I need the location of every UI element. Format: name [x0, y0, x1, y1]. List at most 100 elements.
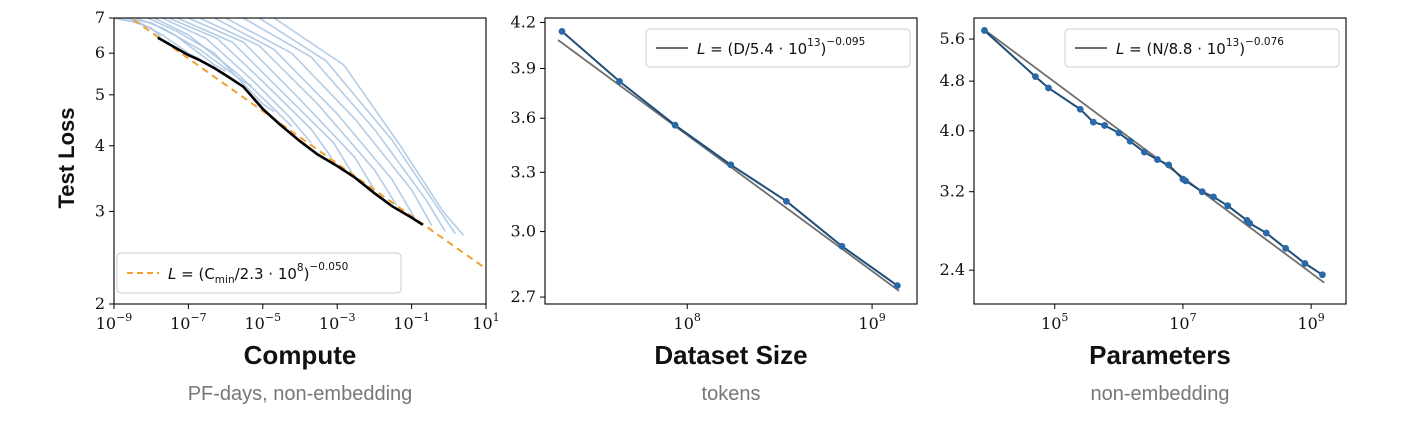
- axes-frame-parameters: [973, 17, 1347, 305]
- y-tick-label: 3.3: [511, 162, 536, 181]
- training-run-curve: [176, 18, 353, 174]
- x-tick-label: 107: [1169, 311, 1196, 333]
- x-tick-label: 109: [858, 311, 885, 333]
- plot-area-parameters: [981, 27, 1326, 284]
- x-axis-label-parameters: Parameters: [1089, 340, 1231, 370]
- x-tick-label: 10−9: [96, 311, 133, 333]
- panel-compute: 10−9 10−7 10−5 10−3 10−1 101 2 3 4 5 6 7 L = (Cmin/…: [54, 8, 500, 405]
- y-tick-label: 3.9: [511, 58, 536, 77]
- training-run-curve: [168, 18, 333, 158]
- measured-loss-line: [983, 29, 1323, 276]
- data-point: [1282, 244, 1290, 252]
- data-point: [1198, 188, 1206, 196]
- y-tick-label: 5: [95, 85, 105, 104]
- data-point: [1154, 156, 1161, 163]
- compute-series: [114, 18, 486, 270]
- training-run-curve: [188, 18, 376, 191]
- y-tick-label: 2.7: [511, 287, 536, 306]
- data-point: [1140, 148, 1148, 156]
- legend-box: [116, 252, 402, 294]
- data-point: [838, 242, 846, 250]
- training-run-curve: [242, 18, 446, 232]
- x-tick-label: 10−7: [170, 311, 207, 333]
- ticks-compute: 10−9 10−7 10−5 10−3 10−1 101 2 3 4 5 6 7: [95, 8, 500, 333]
- plot-area-dataset-size: [557, 27, 901, 292]
- legend-dataset-size: L = (D/5.4 · 1013)−0.095: [645, 28, 911, 68]
- ticks-dataset-size: 108 109 2.7 3.0 3.3 3.6 3.9 4.2: [511, 12, 886, 333]
- panel-dataset-size: 108 109 2.7 3.0 3.3 3.6 3.9 4.2 L = (D/5.4 · 10…: [511, 12, 918, 405]
- data-point: [1045, 84, 1052, 92]
- data-point: [1076, 105, 1084, 113]
- y-tick-label: 5.6: [940, 29, 965, 48]
- legend-compute: L = (Cmin/2.3 · 108)−0.050: [116, 252, 402, 294]
- data-point: [1319, 271, 1326, 279]
- training-run-curve: [258, 18, 457, 235]
- data-point: [1182, 177, 1189, 185]
- training-run-curve: [273, 18, 465, 237]
- training-run-curve: [147, 18, 275, 113]
- training-run-curve: [162, 18, 312, 144]
- legend-box: [645, 28, 911, 68]
- data-point: [1089, 118, 1097, 126]
- data-point: [727, 161, 735, 169]
- x-axis-label-dataset-size: Dataset Size: [654, 340, 807, 370]
- legend-label-fit: L = (Cmin/2.3 · 108)−0.050: [168, 261, 348, 286]
- data-point: [1246, 219, 1254, 227]
- y-tick-label: 2: [95, 294, 105, 313]
- y-tick-label: 3: [95, 201, 105, 220]
- data-point: [1165, 161, 1173, 169]
- legend-box: [1064, 28, 1340, 68]
- training-run-curve: [153, 18, 293, 128]
- data-point: [1262, 229, 1270, 237]
- data-point: [1101, 122, 1109, 129]
- x-axis-label-compute: Compute: [244, 340, 357, 370]
- x-axis-sublabel-dataset-size: tokens: [702, 383, 761, 405]
- data-point: [893, 282, 901, 290]
- power-law-fit-line: [983, 28, 1325, 284]
- x-tick-label: 10−5: [245, 311, 282, 333]
- panel-parameters: 105 107 109 2.4 3.2 4.0 4.8 5.6 L = (N/8.8 · 10…: [940, 17, 1347, 405]
- legend-label-fit: L = (N/8.8 · 1013)−0.076: [1116, 36, 1284, 58]
- x-tick-label: 10−3: [319, 311, 356, 333]
- compute-frontier-line: [157, 36, 424, 226]
- data-point: [1210, 193, 1217, 201]
- axes-frame-compute: [113, 17, 487, 305]
- legend-parameters: L = (N/8.8 · 1013)−0.076: [1064, 28, 1340, 68]
- data-point: [981, 27, 988, 34]
- y-tick-label: 3.2: [940, 182, 965, 201]
- ticks-parameters: 105 107 109 2.4 3.2 4.0 4.8 5.6: [940, 29, 1325, 333]
- data-point: [783, 197, 790, 205]
- training-run-curve: [225, 18, 433, 226]
- axes-frame-dataset-size: [544, 17, 918, 305]
- data-point: [1301, 260, 1309, 267]
- training-run-curve: [214, 18, 416, 219]
- data-point: [1115, 129, 1123, 137]
- data-point: [616, 77, 623, 85]
- data-point: [558, 27, 566, 35]
- x-tick-label: 108: [674, 311, 701, 333]
- compute-fit-line: [129, 18, 486, 270]
- data-point: [671, 121, 679, 129]
- data-point: [1224, 202, 1232, 210]
- training-run-curve: [114, 18, 200, 60]
- x-tick-label: 109: [1297, 311, 1324, 333]
- y-tick-label: 4.2: [511, 12, 536, 31]
- y-tick-label: 3.0: [511, 222, 536, 241]
- x-tick-label: 101: [472, 311, 499, 333]
- training-run-curve: [199, 18, 398, 206]
- y-axis-label: Test Loss: [54, 107, 79, 208]
- legend-label-fit: L = (D/5.4 · 1013)−0.095: [697, 36, 865, 58]
- y-tick-label: 6: [95, 43, 105, 62]
- y-tick-label: 4.8: [940, 71, 965, 90]
- y-tick-label: 3.6: [511, 108, 536, 127]
- x-axis-sublabel-parameters: non-embedding: [1091, 383, 1230, 405]
- plot-area-compute: [114, 18, 486, 270]
- y-tick-label: 2.4: [940, 260, 965, 279]
- data-point: [1126, 137, 1134, 145]
- x-tick-label: 10−1: [393, 311, 430, 333]
- x-axis-sublabel-compute: PF-days, non-embedding: [188, 383, 413, 405]
- y-tick-label: 4: [95, 136, 105, 155]
- y-tick-label: 4.0: [940, 121, 965, 140]
- x-tick-label: 105: [1041, 311, 1068, 333]
